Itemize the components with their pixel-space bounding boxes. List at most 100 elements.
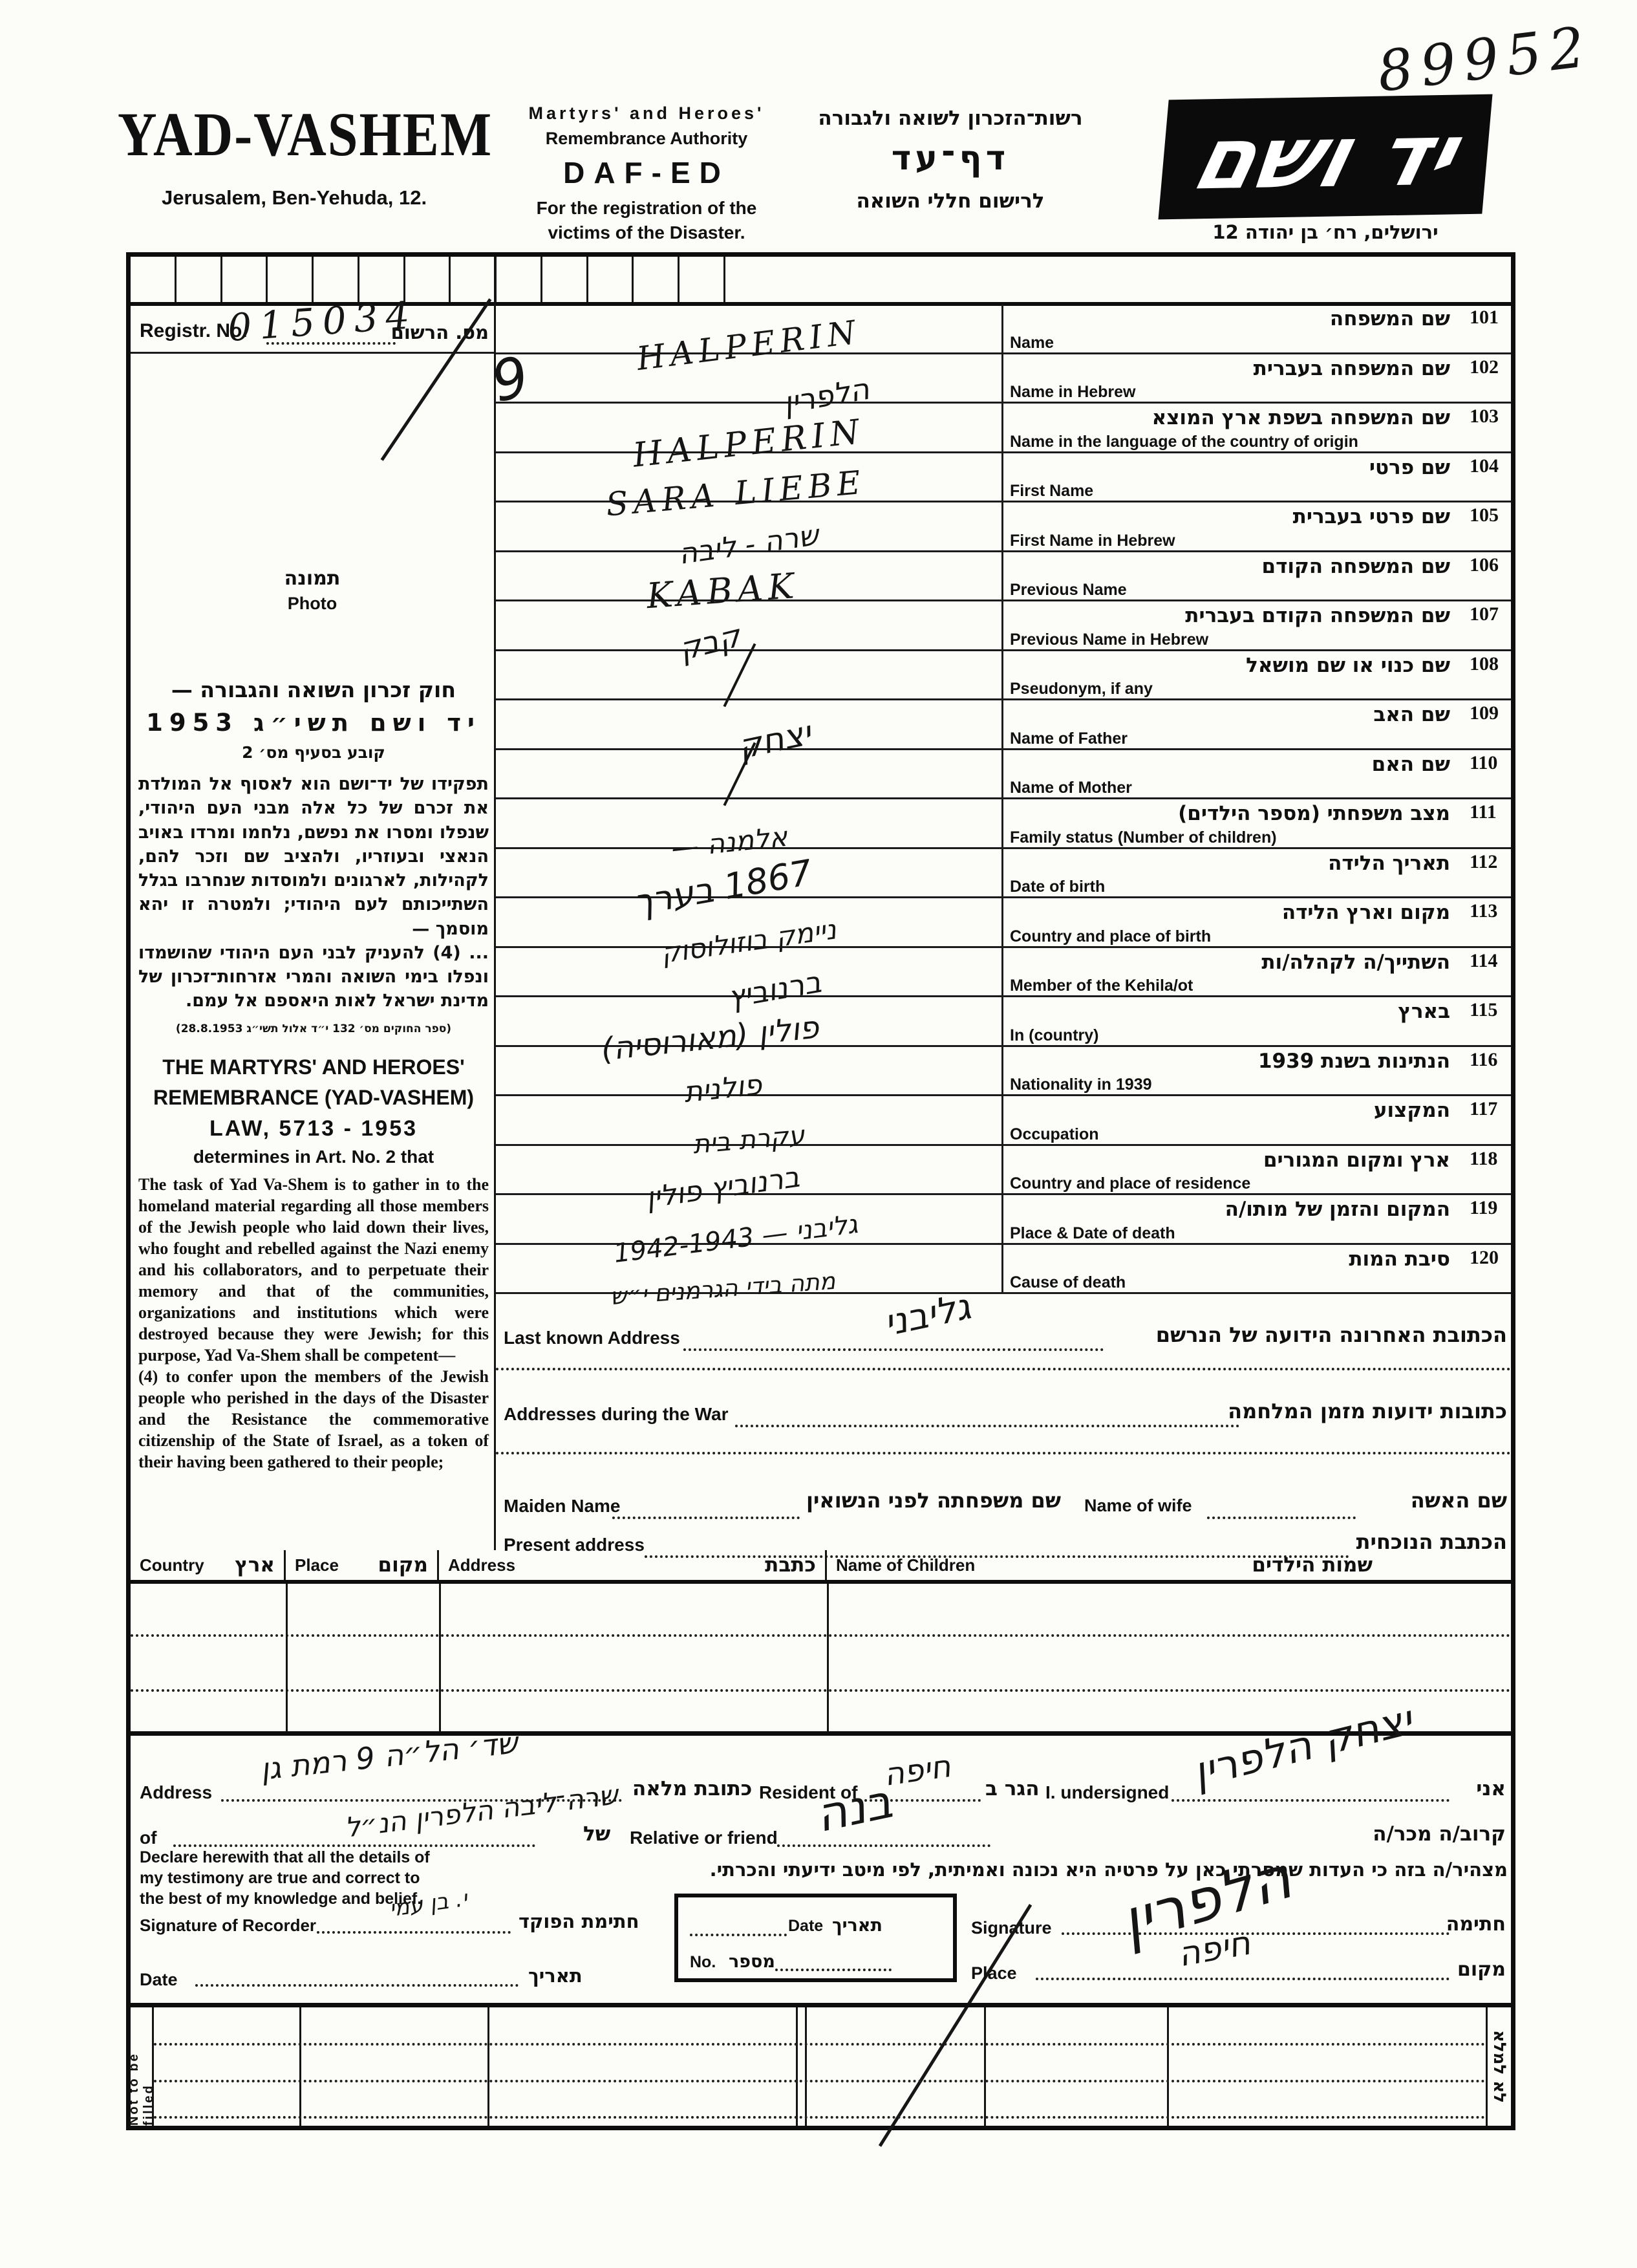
field-label-he-119: המקום והזמן של מותו/ה [1225,1198,1450,1221]
dotted-line [131,1634,1511,1637]
field-label-he-114: השתייך/ה לקהלה/ות [1261,950,1450,974]
field-label-he-101: שם המשפחה [1329,307,1450,330]
field-label-en-120: Cause of death [1010,1273,1126,1291]
logo-address-hebrew: ירושלים, רח׳ בן יהודה 12 [1212,221,1439,243]
dotted-line [775,1938,892,1971]
field-label-he-117: המקצוע [1373,1099,1450,1122]
field-value-cell-104: SARA LIEBE [496,453,1001,524]
header-en-line3: For the registration of the [536,198,757,218]
children-table: Country ארץ Place מקום Address כתבת Name of Ch… [131,1550,1511,1736]
relative-label-he: קרוב/ה מכר/ה [1373,1822,1506,1846]
grid-cell [588,257,634,302]
field-value-cell-113: ניימק בוזולוסוק [496,898,1001,969]
field-row-112: 1867 בערך תאריך הלידה 112 Date of birth [496,848,1511,923]
handwritten-file-number: 89952 [1374,14,1596,105]
grid-cell [634,257,680,302]
field-label-en-117: Occupation [1010,1125,1099,1143]
photo-area: תמונה Photo [131,354,494,645]
header-en-line4: victims of the Disaster. [548,222,745,243]
field-label-cell-104: שם פרטי 104 First Name [1001,453,1511,501]
logo-text: יד ושם [1183,104,1468,210]
field-row-115: פולין (מאורוסיה) בארץ 115 In (country) [496,997,1511,1068]
law-en-title2: REMEMBRANCE (YAD-VASHEM) [153,1086,474,1109]
field-number-119: 119 [1470,1197,1498,1218]
divider [984,2007,986,2126]
field-label-cell-112: תאריך הלידה 112 Date of birth [1001,848,1511,896]
field-number-105: 105 [1470,504,1499,526]
field-value-cell-111: אלמנה — [496,799,1001,864]
children-column-label-he: מקום [378,1553,429,1577]
of-label-he: של [583,1822,611,1846]
children-column-label-he: שמות הילדים [1252,1553,1373,1577]
address-label-he: כתובת מלאה [632,1777,753,1800]
grid-cell [679,257,725,302]
dotted-line [683,1294,1104,1351]
law-he-body2: ... (4) להעניק לבני העם היהודי שהושמדו ו… [138,942,489,1011]
law-he-subtitle: קובע בסעיף מס׳ 2 [242,743,385,762]
box-no-label-en: No. [690,1953,716,1971]
field-label-he-113: מקום וארץ הלידה [1281,901,1450,924]
field-row-105: שרה - ליבה שם פרטי בעברית 105 First Name in… [496,502,1511,570]
divider [805,2007,807,2126]
war-addresses-label-en: Addresses during the War [504,1404,729,1424]
field-value-cell-118: ברנוביץ פולין [496,1146,1001,1215]
war-addresses-label-he: כתובות ידועות מזמן המלחמה [1228,1399,1507,1423]
office-use-strip: Not to be filled לא למלא [127,2003,1511,2126]
grid-cell [359,257,405,302]
registration-row: Registr. No. מס. הרשום 015034 [131,293,494,354]
field-label-he-106: שם המשפחה הקודם [1261,554,1450,578]
resident-of-label-he: הגר ב [985,1777,1040,1800]
dotted-line [1036,1931,1450,1980]
law-text-english: THE MARTYRS' AND HEROES' REMEMBRANCE (YA… [138,1055,489,1473]
field-row-111: אלמנה — מצב משפחתי (מספר הילדים) 111 Family… [496,799,1511,864]
law-text-hebrew: חוק זכרון השואה והגבורה — יד ושם תשי״ג 1… [138,677,489,1035]
field-row-109: יצחק שם האב 109 Name of Father [496,700,1511,767]
recorder-signature-label-en: Signature of Recorder [140,1916,317,1935]
field-label-cell-119: המקום והזמן של מותו/ה 119 Place & Date of … [1001,1195,1511,1243]
header-en-line2: Remembrance Authority [545,129,748,148]
field-row-104: SARA LIEBE שם פרטי 104 First Name [496,453,1511,524]
dotted-line [496,1339,1511,1370]
not-to-be-filled-label-he-cell: לא למלא [1486,2007,1511,2126]
field-number-107: 107 [1470,603,1499,625]
children-column-header-1: Place מקום [286,1550,439,1580]
field-number-118: 118 [1470,1147,1498,1169]
declaration-section: Address שד׳ הל״ה 9 רמת גן כתובת מלאה Res… [131,1696,1511,2147]
law-he-title1: חוק זכרון השואה והגבורה — [171,677,456,702]
date-label-he: תאריך [528,1965,583,1987]
children-column-label-he: כתבת [765,1553,816,1577]
field-row-118: ברנוביץ פולין ארץ ומקום המגורים 118 Country… [496,1145,1511,1215]
law-he-title2: יד ושם תשי״ג 1953 [146,709,481,737]
header-english-block: Martyrs' and Heroes' Remembrance Authori… [511,103,782,243]
divider [796,2007,798,2126]
field-label-en-118: Country and place of residence [1010,1174,1251,1193]
field-label-cell-102: שם המשפחה בעברית 102 Name in Hebrew [1001,354,1511,402]
field-label-en-109: Name of Father [1010,729,1128,748]
field-value-cell-107: קבק [496,601,1001,668]
field-label-he-105: שם פרטי בעברית [1292,505,1450,528]
field-label-en-104: First Name [1010,482,1094,500]
box-date-label-he: תאריך [832,1916,883,1936]
field-label-en-102: Name in Hebrew [1010,383,1136,401]
top-grid-strip [131,257,725,302]
field-row-120: מתה בידי הגרמנים י״ש סיבת המות 120 Cause of… [496,1244,1511,1310]
divider [494,257,496,1550]
signature-label-he: חתימה [1446,1913,1506,1936]
field-number-101: 101 [1470,307,1499,328]
field-number-113: 113 [1470,900,1498,922]
field-number-103: 103 [1470,405,1499,427]
maiden-name-label-en: Maiden Name [504,1496,621,1516]
field-label-cell-109: שם האב 109 Name of Father [1001,700,1511,748]
field-label-he-104: שם פרטי [1369,455,1450,479]
children-column-label-he: ארץ [235,1553,275,1577]
field-row-114: ברנוביץ השתייך/ה לקהלה/ות 114 Member of the… [496,947,1511,1015]
dotted-line [221,1749,622,1802]
divider [286,1584,288,1732]
handwritten-slash-mark [723,742,756,806]
law-en-title1: THE MARTYRS' AND HEROES' [162,1055,465,1079]
field-number-115: 115 [1470,999,1498,1021]
field-number-108: 108 [1470,653,1499,675]
children-column-header-0: Country ארץ [131,1550,286,1580]
field-row-119: גליבני — 1942-1943 המקום והזמן של מותו/ה 1… [496,1195,1511,1268]
not-to-be-filled-label-en-cell: Not to be filled [127,2007,156,2126]
